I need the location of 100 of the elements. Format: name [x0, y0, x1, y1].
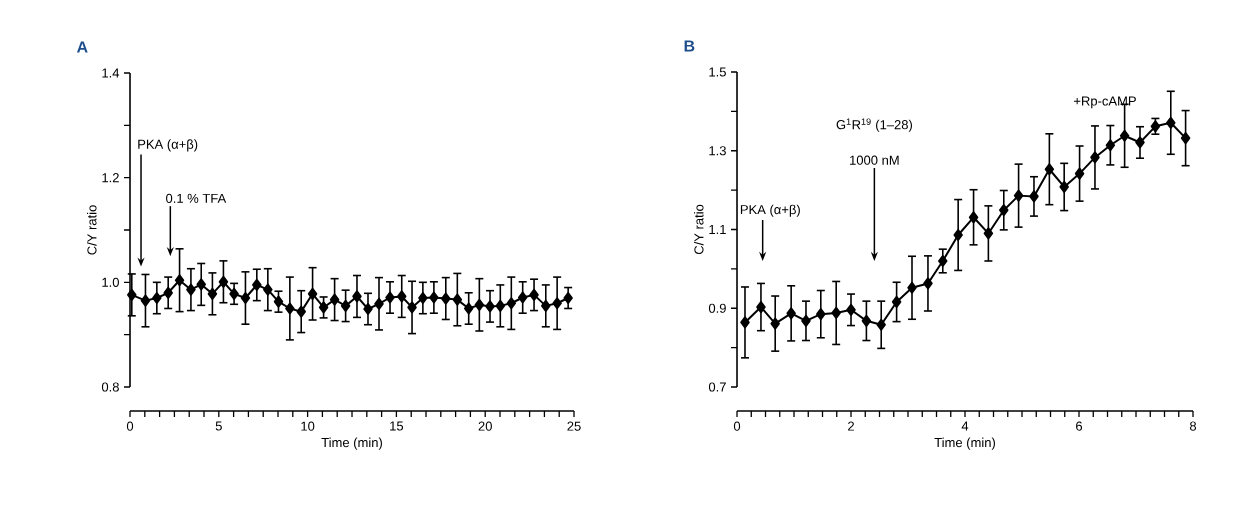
x-tick-label: 25	[567, 421, 581, 431]
point	[273, 295, 284, 308]
point	[770, 317, 780, 330]
point	[285, 302, 295, 315]
y-axis-title: C/Y ratio	[86, 205, 97, 255]
annotation: G$^{1}$R$^{19}$ (1–28)	[836, 118, 912, 132]
point	[953, 229, 963, 241]
point	[174, 274, 185, 287]
point	[552, 297, 562, 310]
point	[923, 277, 933, 290]
y-tick-label: 1.1	[709, 225, 726, 234]
point	[1166, 116, 1176, 129]
point	[218, 275, 229, 288]
point	[563, 292, 573, 305]
point	[831, 306, 841, 319]
point	[968, 211, 979, 224]
chart-title: B	[684, 40, 695, 52]
x-tick-label: 8	[1189, 421, 1197, 431]
point	[1044, 163, 1055, 176]
point	[907, 281, 917, 294]
point	[186, 283, 196, 296]
y-tick-label: 1.5	[709, 67, 726, 77]
point	[756, 301, 766, 314]
annotation: PKA (α+β)	[138, 139, 198, 152]
point	[329, 293, 340, 306]
point	[474, 298, 485, 311]
point	[740, 316, 750, 329]
point	[441, 292, 451, 305]
point	[140, 294, 151, 307]
point	[374, 297, 384, 310]
point	[1074, 167, 1085, 180]
x-tick-label: 10	[301, 421, 315, 431]
point	[240, 292, 251, 305]
y-tick-label: 1.0	[102, 277, 119, 287]
point	[786, 307, 796, 320]
x-tick-label: 4	[961, 421, 969, 431]
y-tick-label: 1.2	[102, 173, 119, 183]
chart-title: A	[76, 41, 88, 53]
y-tick-label: 0.9	[708, 303, 726, 313]
point	[876, 318, 886, 331]
point	[418, 292, 428, 305]
annotation: PKA (α+β)	[740, 204, 800, 217]
point	[307, 287, 318, 300]
x-tick-label: 6	[1076, 421, 1083, 431]
point	[801, 314, 811, 327]
point	[529, 288, 539, 301]
point	[1059, 180, 1069, 193]
point	[127, 288, 137, 301]
point	[407, 301, 417, 314]
point	[152, 292, 162, 305]
point	[938, 254, 948, 267]
x-tick-label: 20	[478, 421, 492, 431]
annotation: +Rp-cAMP	[1074, 96, 1136, 109]
point	[999, 204, 1009, 217]
point	[207, 287, 218, 300]
point	[252, 278, 262, 291]
point	[1013, 189, 1024, 202]
point	[983, 227, 994, 240]
x-tick-label: 5	[215, 421, 222, 431]
point	[429, 291, 439, 304]
point	[263, 283, 273, 296]
point	[495, 299, 506, 312]
y-tick-label: 0.8	[101, 382, 119, 392]
y-tick-label: 1.4	[102, 68, 120, 78]
point	[463, 302, 474, 315]
y-axis-title: C/Y ratio	[694, 204, 704, 255]
point	[385, 291, 395, 304]
annotation: 1000 nM	[850, 155, 899, 165]
point	[163, 286, 173, 299]
point	[352, 290, 362, 303]
point	[1135, 136, 1145, 149]
annotation: 0.1 % TFA	[166, 193, 227, 203]
point	[1105, 139, 1116, 152]
point	[517, 291, 528, 304]
x-tick-label: 0	[126, 421, 134, 431]
x-axis-title: Time (min)	[934, 437, 995, 450]
point	[296, 305, 306, 318]
point	[1090, 151, 1100, 164]
point	[318, 301, 329, 314]
y-tick-label: 0.7	[708, 382, 726, 392]
point	[1180, 132, 1191, 145]
point	[541, 299, 551, 312]
x-tick-label: 2	[848, 421, 854, 431]
point	[229, 287, 239, 300]
point	[340, 299, 351, 312]
point	[396, 290, 407, 303]
point	[196, 278, 206, 291]
point	[1029, 190, 1039, 203]
point	[452, 293, 463, 306]
point	[891, 295, 902, 308]
y-tick-label: 1.3	[709, 146, 726, 156]
point	[506, 297, 517, 310]
point	[363, 303, 373, 316]
x-tick-label: 15	[390, 421, 404, 431]
x-tick-label: 0	[733, 421, 741, 431]
point	[485, 300, 495, 313]
point	[1119, 129, 1130, 142]
x-axis-title: Time (min)	[321, 437, 382, 450]
point	[861, 314, 872, 327]
point	[816, 308, 826, 321]
